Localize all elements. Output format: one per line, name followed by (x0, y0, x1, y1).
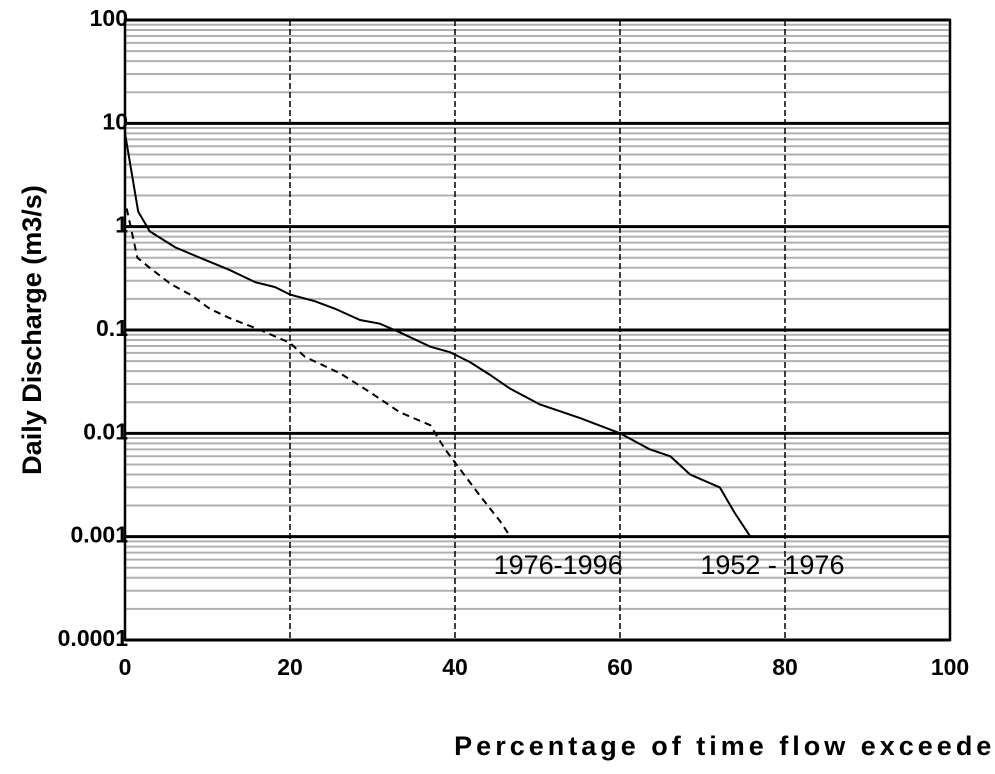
x-tick-label: 0 (119, 654, 132, 680)
x-tick-label: 80 (772, 654, 798, 680)
series-label: 1952 - 1976 (700, 550, 844, 580)
y-tick-label: 1 (115, 212, 128, 238)
y-tick-label: 10 (102, 108, 128, 134)
y-axis-title: Daily Discharge (m3/s) (17, 185, 47, 475)
y-tick-label: 0.0001 (58, 625, 129, 651)
x-axis-title: Percentage of time flow exceeded (454, 731, 995, 761)
y-tick-label: 0.001 (70, 522, 128, 548)
plot-frame (123, 18, 952, 642)
line (124, 133, 752, 538)
y-tick-label: 100 (90, 5, 128, 31)
x-tick-label: 100 (931, 654, 969, 680)
series-label: 1976-1996 (494, 550, 623, 580)
line (125, 208, 528, 538)
y-tick-label: 0.1 (96, 315, 128, 341)
x-tick-label: 20 (277, 654, 303, 680)
x-tick-label: 40 (442, 654, 468, 680)
x-tick-label: 60 (607, 654, 633, 680)
y-tick-label: 0.01 (83, 418, 128, 444)
